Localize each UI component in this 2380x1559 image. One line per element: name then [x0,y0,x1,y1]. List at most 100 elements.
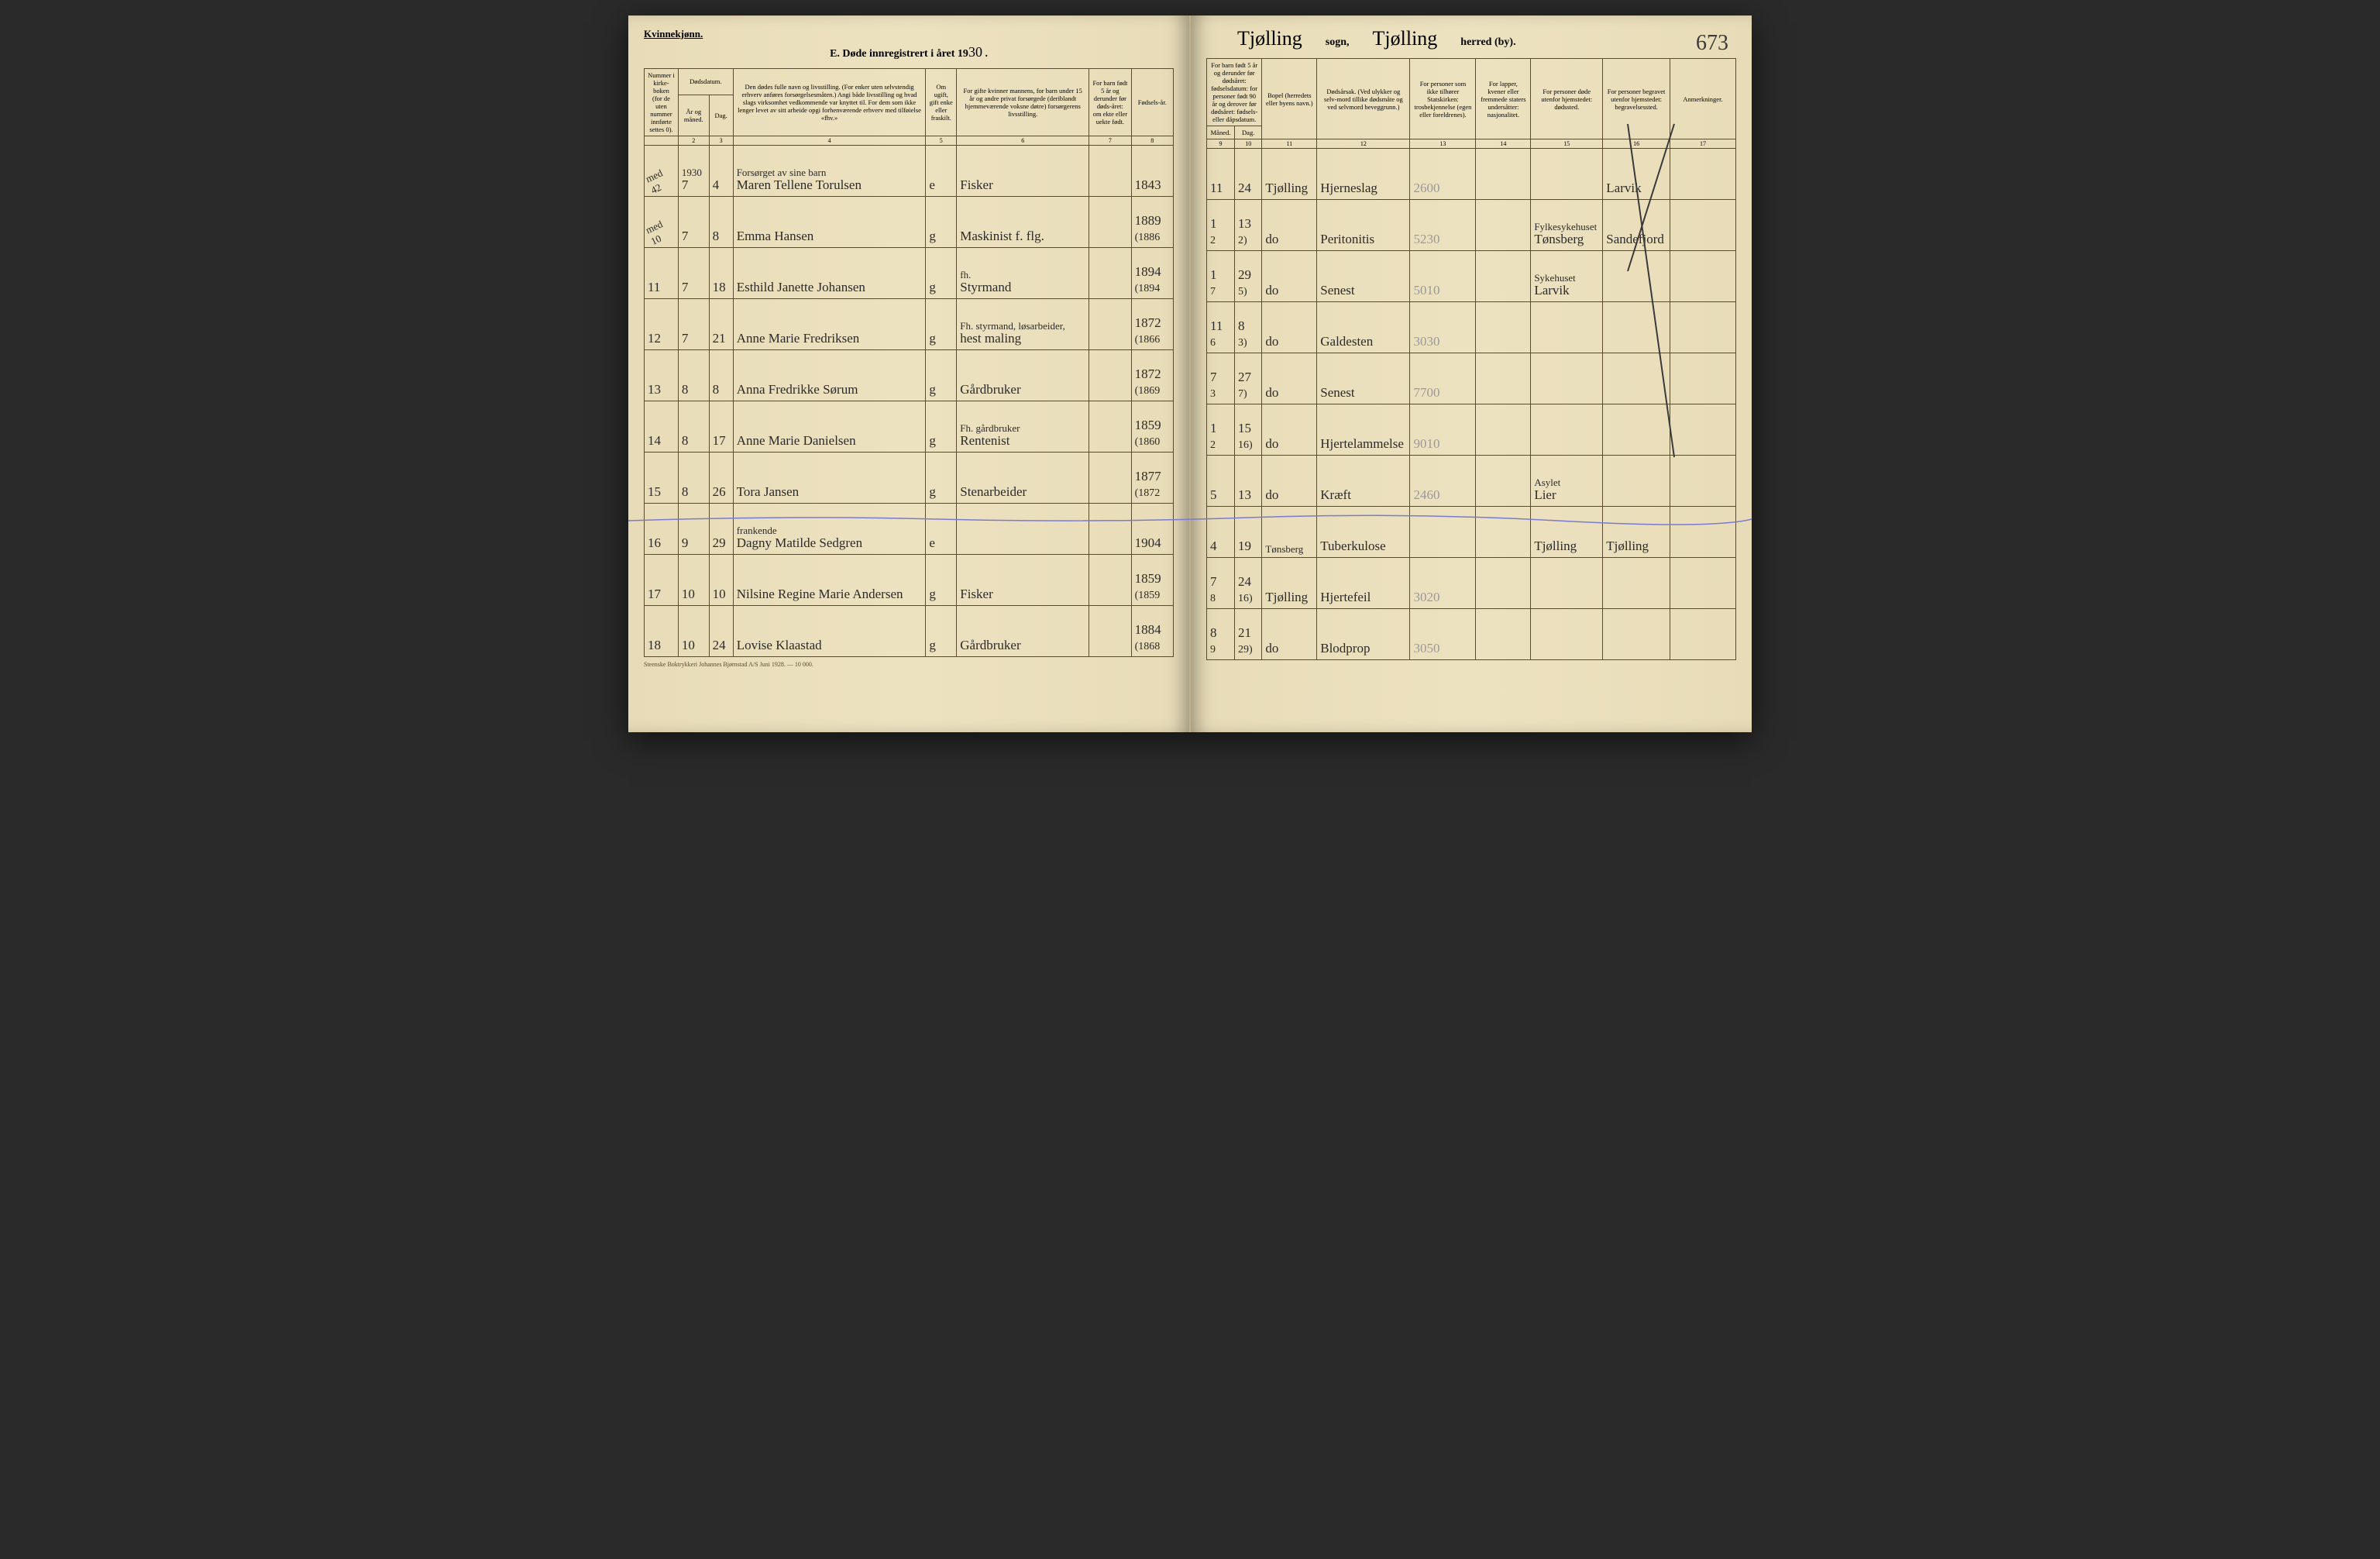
sogn-label: sogn, [1326,36,1350,49]
cell-notes [1670,507,1735,558]
cell-nationality [1476,456,1531,507]
cell-nationality [1476,404,1531,456]
table-row: 12132)doPeritonitis5230FylkesykehusetTøn… [1207,200,1736,251]
table-row: 1124TjøllingHjerneslag2600Larvik [1207,149,1736,200]
cell-provider: Fh. gårdbrukerRentenist [957,401,1089,453]
cell-cause: Tuberkulose [1317,507,1410,558]
cell-nationality [1476,558,1531,609]
col-6-header: For gifte kvinner mannens, for barn unde… [957,69,1089,136]
cell-nationality [1476,302,1531,353]
cell-notes [1670,200,1735,251]
table-row: 419TønsbergTuberkuloseTjøllingTjølling [1207,507,1736,558]
cell-birthyear: 1904 [1131,504,1173,555]
cell-ym: 10 [678,606,709,657]
table-row: 73277)doSenest7700 [1207,353,1736,404]
cell-day: 26 [709,453,733,504]
cell-deathplace [1531,404,1603,456]
cell-num: 16 [645,504,679,555]
cell-nationality [1476,251,1531,302]
cell-burialplace [1603,251,1670,302]
cell-day: 17 [709,401,733,453]
ledger-book: Kvinnekjønn. E. Døde innregistrert i åre… [628,15,1752,732]
table-row: 171010Nilsine Regine Marie AndersengFisk… [645,555,1174,606]
cell-provider: Fh. styrmand, løsarbeider,hest maling [957,299,1089,350]
col-2c-header: Dag. [709,95,733,136]
cell-burialplace [1603,456,1670,507]
cell-provider: Gårdbruker [957,350,1089,401]
cell-code: 2600 [1410,149,1476,200]
table-row: 12721Anne Marie FredriksengFh. styrmand,… [645,299,1174,350]
cell-ym: 9 [678,504,709,555]
cell-notes [1670,558,1735,609]
title-year: 30 [968,44,982,60]
cell-cause: Kræft [1317,456,1410,507]
cell-num: med 10 [645,197,679,248]
cell-provider: Stenarbeider [957,453,1089,504]
table-row: 121516)doHjertelammelse9010 [1207,404,1736,456]
cell-bday: 132) [1235,200,1262,251]
cell-status: g [926,350,957,401]
cell-birthyear: 1889(1886 [1131,197,1173,248]
left-table: Nummer i kirke-boken (for de uten nummer… [644,68,1174,657]
sogn-value: Tjølling [1237,27,1302,50]
table-row: 14817Anne Marie DanielsengFh. gårdbruker… [645,401,1174,453]
cell-notes [1670,404,1735,456]
cell-nationality [1476,507,1531,558]
cell-name: Tora Jansen [733,453,926,504]
cell-notes [1670,149,1735,200]
cell-provider: fh.Styrmand [957,248,1089,299]
cell-day: 18 [709,248,733,299]
table-row: 15826Tora JansengStenarbeider1877(1872 [645,453,1174,504]
cell-ekte [1089,248,1131,299]
cell-cause: Hjerneslag [1317,149,1410,200]
cell-cause: Senest [1317,353,1410,404]
cell-ym: 7 [678,299,709,350]
cell-burialplace [1603,609,1670,660]
cell-name: Lovise Klaastad [733,606,926,657]
cell-deathplace [1531,609,1603,660]
cell-burialplace [1603,353,1670,404]
cell-notes [1670,456,1735,507]
cell-cause: Blodprop [1317,609,1410,660]
cell-ym: 8 [678,401,709,453]
col-12-header: Dødsårsak. (Ved ulykker og selv-mord til… [1317,59,1410,139]
cell-status: g [926,401,957,453]
herred-value: Tjølling [1373,27,1438,50]
cell-bopel: do [1262,251,1317,302]
cell-bday: 295) [1235,251,1262,302]
col-4-header: Den dødes fulle navn og livsstilling. (F… [733,69,926,136]
cell-bmo: 4 [1207,507,1235,558]
cell-bopel: do [1262,404,1317,456]
col-5-header: Om ugift, gift enke eller fraskilt. [926,69,957,136]
cell-code: 5010 [1410,251,1476,302]
cell-birthyear: 1894(1894 [1131,248,1173,299]
col-9-header: For barn født 5 år og derunder før dødså… [1207,59,1262,126]
cell-num: 17 [645,555,679,606]
cell-burialplace: Sandefjord [1603,200,1670,251]
footer-imprint: Steenske Boktrykkeri Johannes Bjørnstad … [644,661,1174,668]
table-row: 11683)doGaldesten3030 [1207,302,1736,353]
col-1-header: Nummer i kirke-boken (for de uten nummer… [645,69,679,136]
cell-bmo: 12 [1207,200,1235,251]
cell-day: 8 [709,197,733,248]
cell-ekte [1089,606,1131,657]
cell-bmo: 12 [1207,404,1235,456]
cell-ekte [1089,504,1131,555]
cell-birthyear: 1884(1868 [1131,606,1173,657]
cell-birthyear: 1877(1872 [1131,453,1173,504]
cell-bopel: do [1262,456,1317,507]
cell-bopel: do [1262,200,1317,251]
cell-burialplace: Larvik [1603,149,1670,200]
cell-deathplace: FylkesykehusetTønsberg [1531,200,1603,251]
cell-deathplace [1531,149,1603,200]
cell-ekte [1089,453,1131,504]
col-16-header: For personer begravet utenfor hjemstedet… [1603,59,1670,139]
cell-day: 8 [709,350,733,401]
col-9b-header: Dag. [1235,126,1262,139]
cell-num: 13 [645,350,679,401]
cell-ym: 7 [678,197,709,248]
cell-notes [1670,302,1735,353]
cell-cause: Hjertelammelse [1317,404,1410,456]
cell-birthyear: 1859(1859 [1131,555,1173,606]
cell-bday: 19 [1235,507,1262,558]
